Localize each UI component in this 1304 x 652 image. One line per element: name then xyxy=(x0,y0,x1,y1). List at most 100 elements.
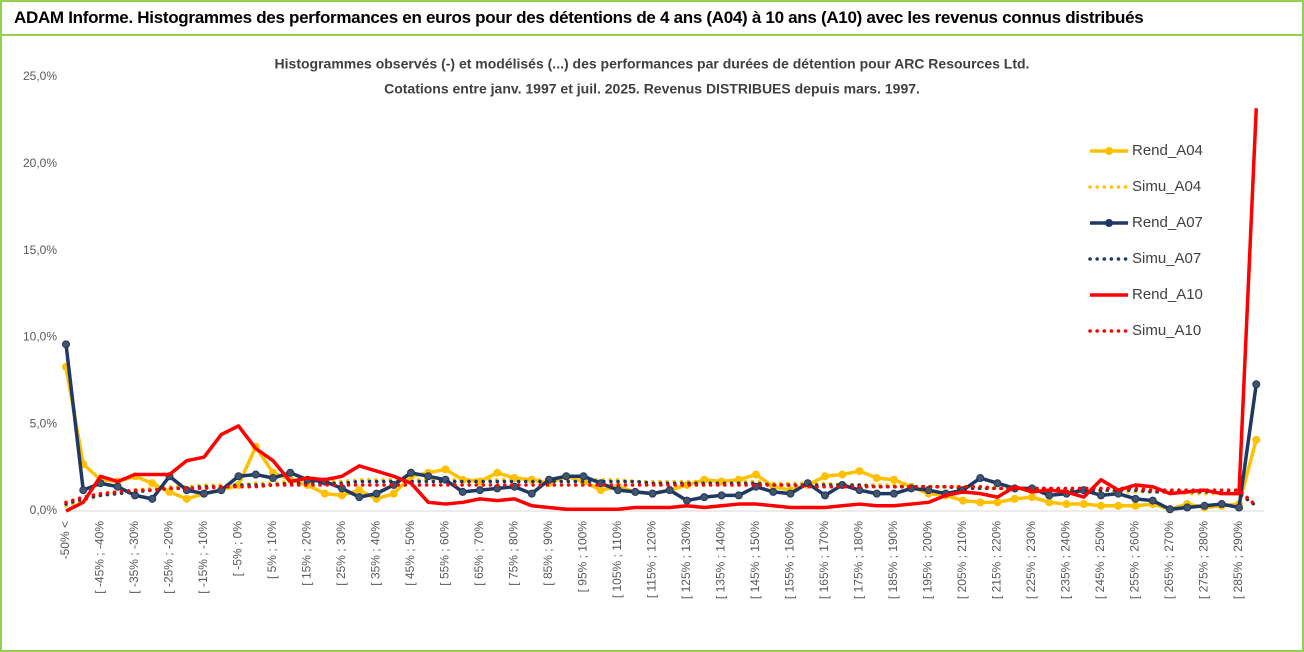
marker xyxy=(320,489,329,498)
marker xyxy=(458,487,467,496)
x-tick-label: [ 245% ; 250% xyxy=(1093,521,1107,599)
x-tick-label: [ 35% ; 40% xyxy=(369,521,383,586)
marker xyxy=(769,487,778,496)
marker xyxy=(890,489,898,498)
marker xyxy=(1252,380,1261,389)
marker xyxy=(269,474,277,483)
marker xyxy=(1045,491,1054,500)
marker xyxy=(1028,493,1036,502)
marker xyxy=(1166,505,1174,514)
marker xyxy=(372,489,381,498)
x-tick-label: [ 65% ; 70% xyxy=(472,521,486,586)
marker xyxy=(441,465,450,474)
marker xyxy=(1114,501,1123,510)
y-tick-label: 0,0% xyxy=(30,503,58,517)
marker xyxy=(79,486,88,495)
x-tick-label: [ 165% ; 170% xyxy=(817,521,831,599)
x-tick-label: [ 185% ; 190% xyxy=(886,521,900,599)
marker xyxy=(1062,500,1071,509)
x-tick-label: [ 225% ; 230% xyxy=(1024,521,1038,599)
x-tick-label: [ 85% ; 90% xyxy=(541,521,555,586)
chart-title: Histogrammes observés (-) et modélisés (… xyxy=(275,56,1030,72)
marker xyxy=(752,470,760,479)
x-tick-label: [ 235% ; 240% xyxy=(1059,521,1073,599)
marker xyxy=(1148,496,1157,505)
marker xyxy=(734,491,743,500)
chart-subtitle: Cotations entre janv. 1997 et juil. 2025… xyxy=(384,81,920,97)
marker xyxy=(786,489,795,498)
x-tick-label: [ 215% ; 220% xyxy=(990,521,1004,599)
marker xyxy=(993,498,1002,507)
x-tick-label: [ -5% ; 0% xyxy=(231,521,245,577)
marker xyxy=(855,467,864,476)
marker xyxy=(493,468,502,477)
x-tick-label: [ -25% ; -20% xyxy=(162,521,176,594)
marker xyxy=(1010,494,1019,503)
x-tick-label: [ 75% ; 80% xyxy=(507,521,521,586)
legend-label: Rend_A04 xyxy=(1132,142,1203,159)
marker xyxy=(62,340,70,349)
series-line xyxy=(65,108,1258,513)
marker xyxy=(976,474,985,483)
marker xyxy=(1131,494,1140,503)
marker xyxy=(648,489,657,498)
y-tick-label: 5,0% xyxy=(30,416,58,430)
y-tick-label: 15,0% xyxy=(23,243,57,257)
marker xyxy=(251,470,260,479)
x-tick-label: [ 95% ; 100% xyxy=(576,521,590,593)
marker xyxy=(700,493,709,502)
header-title: ADAM Informe. Histogrammes des performan… xyxy=(2,2,1302,36)
x-tick-label: [ 145% ; 150% xyxy=(748,521,762,599)
marker xyxy=(389,489,398,498)
marker xyxy=(1183,503,1192,512)
marker xyxy=(665,486,674,495)
x-tick-label: [ 265% ; 270% xyxy=(1162,521,1176,599)
marker xyxy=(1079,500,1088,509)
chart: Histogrammes observés (-) et modélisés (… xyxy=(23,56,1265,599)
marker xyxy=(976,498,985,507)
legend-label: Rend_A07 xyxy=(1132,214,1203,231)
marker xyxy=(234,472,243,481)
series-line xyxy=(64,366,1258,512)
x-tick-label: -50% < xyxy=(58,521,72,559)
marker xyxy=(286,468,295,477)
marker xyxy=(1200,501,1209,510)
x-tick-label: [ 275% ; 280% xyxy=(1197,521,1211,599)
marker xyxy=(993,479,1002,488)
marker xyxy=(355,486,364,495)
x-tick-label: [ 55% ; 60% xyxy=(438,521,452,586)
y-tick-label: 25,0% xyxy=(23,69,57,83)
marker xyxy=(355,493,364,502)
marker xyxy=(182,494,191,503)
legend-label: Simu_A07 xyxy=(1132,250,1201,267)
x-tick-label: [ 105% ; 110% xyxy=(610,521,624,598)
x-tick-label: [ 125% ; 130% xyxy=(679,521,693,599)
x-tick-label: [ 45% ; 50% xyxy=(403,521,417,586)
x-tick-label: [ 255% ; 260% xyxy=(1128,521,1142,599)
marker xyxy=(1045,498,1054,507)
marker xyxy=(1252,435,1261,444)
marker xyxy=(717,491,726,500)
x-tick-label: [ 155% ; 160% xyxy=(783,521,797,599)
legend-label: Rend_A10 xyxy=(1132,286,1203,303)
marker xyxy=(872,489,881,498)
marker xyxy=(1097,491,1105,500)
marker xyxy=(872,474,881,483)
marker xyxy=(200,489,208,498)
y-tick-label: 10,0% xyxy=(23,330,57,344)
x-tick-label: [ 195% ; 200% xyxy=(921,521,935,599)
marker xyxy=(614,486,622,495)
marker xyxy=(890,475,898,484)
legend-marker xyxy=(1105,219,1113,227)
marker xyxy=(1217,500,1226,509)
marker xyxy=(338,491,346,500)
y-tick-label: 20,0% xyxy=(23,156,57,170)
x-tick-label: [ 5% ; 10% xyxy=(265,521,279,579)
marker xyxy=(821,472,829,481)
marker xyxy=(476,486,484,495)
marker xyxy=(596,486,605,495)
marker xyxy=(821,491,829,500)
marker xyxy=(838,470,847,479)
legend-label: Simu_A10 xyxy=(1132,322,1201,339)
